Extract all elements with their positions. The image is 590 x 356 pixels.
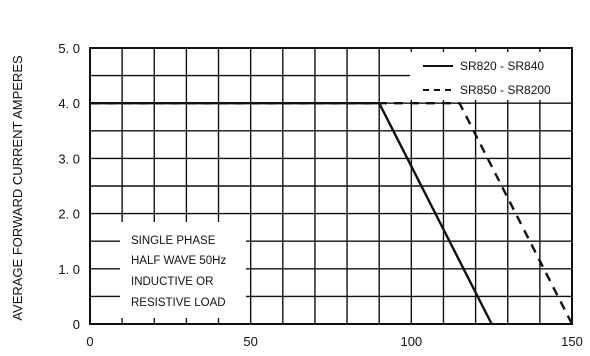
y-tick-label: 0 [73, 317, 80, 332]
y-tick-label: 2. 0 [58, 207, 80, 222]
series-line-sr850-sr8200 [90, 101, 574, 325]
plot-frame [89, 47, 573, 325]
legend: SR820 - SR840 SR850 - SR8200 [410, 52, 574, 100]
y-tick-label: 1. 0 [58, 262, 80, 277]
y-tick-label: 3. 0 [58, 151, 80, 166]
note-line-1: SINGLE PHASE [131, 235, 216, 247]
series-lines [90, 101, 574, 325]
y-axis-label: AVERAGE FORWARD CURRENT AMPERES [10, 55, 25, 321]
note-line-4: RESISTIVE LOAD [131, 297, 226, 309]
x-tick-label: 100 [400, 334, 422, 349]
x-tick-labels: 0 50 100 150 [86, 334, 582, 349]
y-tick-labels: 0 1. 0 2. 0 3. 0 4. 0 5. 0 [58, 41, 80, 332]
legend-label-sr850: SR850 - SR8200 [460, 83, 551, 97]
load-condition-note: SINGLE PHASE HALF WAVE 50Hz INDUCTIVE OR… [120, 222, 246, 318]
y-tick-label: 4. 0 [58, 96, 80, 111]
note-line-3: INDUCTIVE OR [131, 276, 213, 288]
x-tick-label: 0 [86, 334, 93, 349]
note-line-2: HALF WAVE 50Hz [131, 255, 226, 267]
x-tick-label: 50 [243, 334, 257, 349]
legend-label-sr820: SR820 - SR840 [460, 59, 544, 73]
x-tick-label: 150 [561, 334, 583, 349]
y-tick-label: 5. 0 [58, 41, 80, 56]
